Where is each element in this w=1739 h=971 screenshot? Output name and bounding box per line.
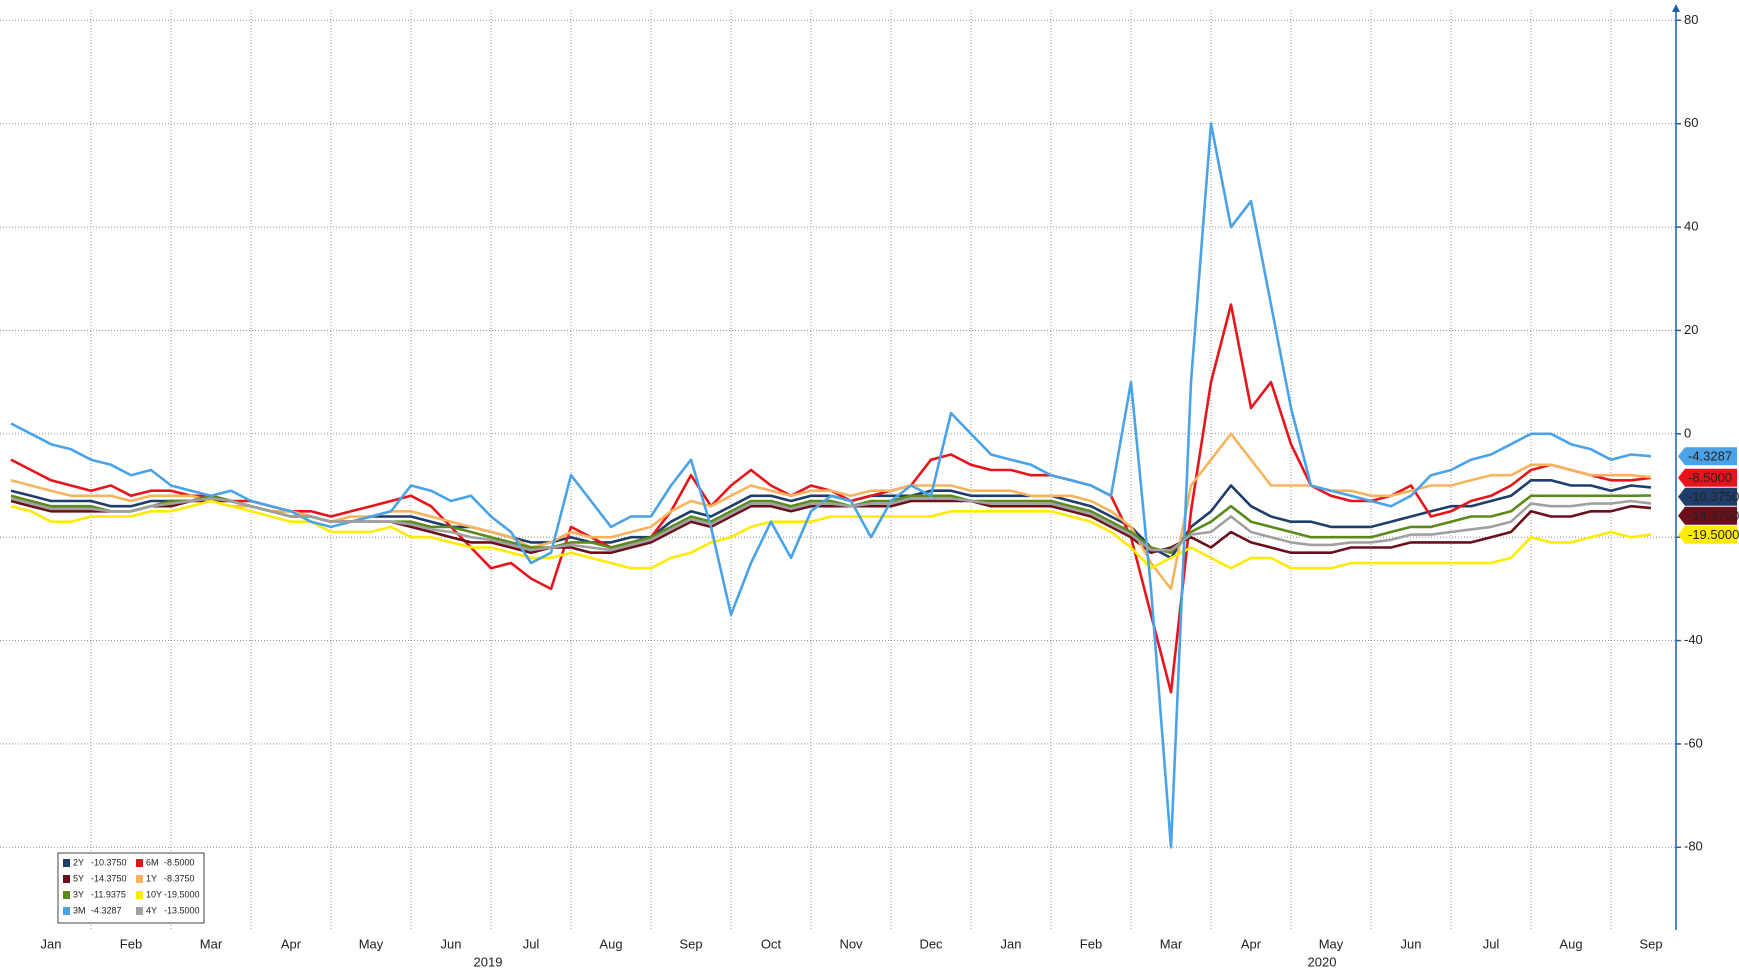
x-tick-label: Mar xyxy=(1160,936,1183,951)
legend-swatch xyxy=(136,907,143,915)
x-tick-label: May xyxy=(359,936,384,951)
legend-value: -11.9375 xyxy=(91,889,126,899)
series-line xyxy=(10,499,1652,570)
legend-value: -4.3287 xyxy=(91,905,122,915)
legend-swatch xyxy=(63,875,70,883)
legend-value: -13.5000 xyxy=(164,905,200,915)
x-tick-label: Sep xyxy=(1639,936,1662,951)
legend-name: 10Y xyxy=(146,889,162,899)
legend-value: -10.3750 xyxy=(91,857,127,867)
x-tick-label: Jun xyxy=(441,936,462,951)
x-tick-label: Sep xyxy=(679,936,702,951)
legend-name: 6M xyxy=(146,857,159,867)
y-tick-label: 40 xyxy=(1684,219,1698,234)
legend-value: -14.3750 xyxy=(91,873,127,883)
legend-name: 1Y xyxy=(146,873,157,883)
x-tick-label: Jul xyxy=(523,936,540,951)
y-tick-label: 0 xyxy=(1684,425,1691,440)
legend-swatch xyxy=(136,891,143,899)
series-line xyxy=(10,432,1652,591)
value-tag-box xyxy=(1678,525,1737,544)
x-tick-label: Oct xyxy=(761,936,782,951)
value-tag-label: -10.3750 xyxy=(1688,489,1739,504)
value-tag: -4.3287 xyxy=(1678,447,1737,466)
x-tick-label: Jan xyxy=(41,936,62,951)
legend-box xyxy=(57,852,205,924)
series-line xyxy=(10,122,1652,849)
value-tag-box xyxy=(1678,487,1737,506)
legend-swatch xyxy=(63,859,70,867)
x-tick-label: Aug xyxy=(1559,936,1582,951)
legend-name: 2Y xyxy=(73,857,84,867)
x-tick-label: Jan xyxy=(1001,936,1022,951)
x-tick-label: Nov xyxy=(839,936,863,951)
legend-value: -8.5000 xyxy=(164,857,195,867)
y-tick-label: 80 xyxy=(1684,12,1698,27)
legend-swatch xyxy=(63,907,70,915)
y-tick-label: -40 xyxy=(1684,632,1703,647)
y-tick-label: 20 xyxy=(1684,322,1698,337)
legend-swatch xyxy=(136,875,143,883)
series-line xyxy=(10,497,1652,552)
legend-swatch xyxy=(63,891,70,899)
x-tick-label: Feb xyxy=(120,936,142,951)
x-tick-label: May xyxy=(1319,936,1344,951)
year-label: 2020 xyxy=(1308,954,1337,969)
legend-value: -19.5000 xyxy=(164,889,200,899)
legend-name: 3M xyxy=(73,905,86,915)
value-tag: -10.3750 xyxy=(1678,487,1739,506)
y-tick-label: -80 xyxy=(1684,839,1703,854)
x-tick-label: Mar xyxy=(200,936,223,951)
legend-name: 3Y xyxy=(73,889,84,899)
value-tag-box xyxy=(1678,447,1737,466)
legend-name: 4Y xyxy=(146,905,157,915)
x-tick-label: Jul xyxy=(1483,936,1500,951)
legend: 2Y -10.3750 6M -8.5000 5Y -14.3750 1Y -8.3750 3Y… xyxy=(57,852,205,924)
value-tag: -19.5000 xyxy=(1678,525,1739,544)
year-label: 2019 xyxy=(474,954,503,969)
x-tick-label: Apr xyxy=(281,936,302,951)
value-tag-label: -19.5000 xyxy=(1688,527,1739,542)
x-tick-label: Apr xyxy=(1241,936,1262,951)
value-tag: -8.5000 xyxy=(1678,468,1737,487)
y-tick-label: -60 xyxy=(1684,735,1703,750)
value-tag-label: -8.5000 xyxy=(1688,470,1732,485)
axis-arrow xyxy=(1672,4,1680,12)
x-tick-label: Feb xyxy=(1080,936,1102,951)
y-tick-label: 60 xyxy=(1684,115,1698,130)
x-tick-label: Aug xyxy=(599,936,622,951)
x-tick-label: Jun xyxy=(1401,936,1422,951)
legend-value: -8.3750 xyxy=(164,873,195,883)
value-tag-box xyxy=(1678,468,1737,487)
value-tag-label: -4.3287 xyxy=(1688,449,1732,464)
value-tag-box xyxy=(1678,506,1737,525)
legend-name: 5Y xyxy=(73,873,84,883)
value-tag: -14.3750 xyxy=(1678,506,1739,525)
x-tick-label: Dec xyxy=(919,936,943,951)
value-tag-label: -14.3750 xyxy=(1688,508,1739,523)
legend-swatch xyxy=(136,859,143,867)
